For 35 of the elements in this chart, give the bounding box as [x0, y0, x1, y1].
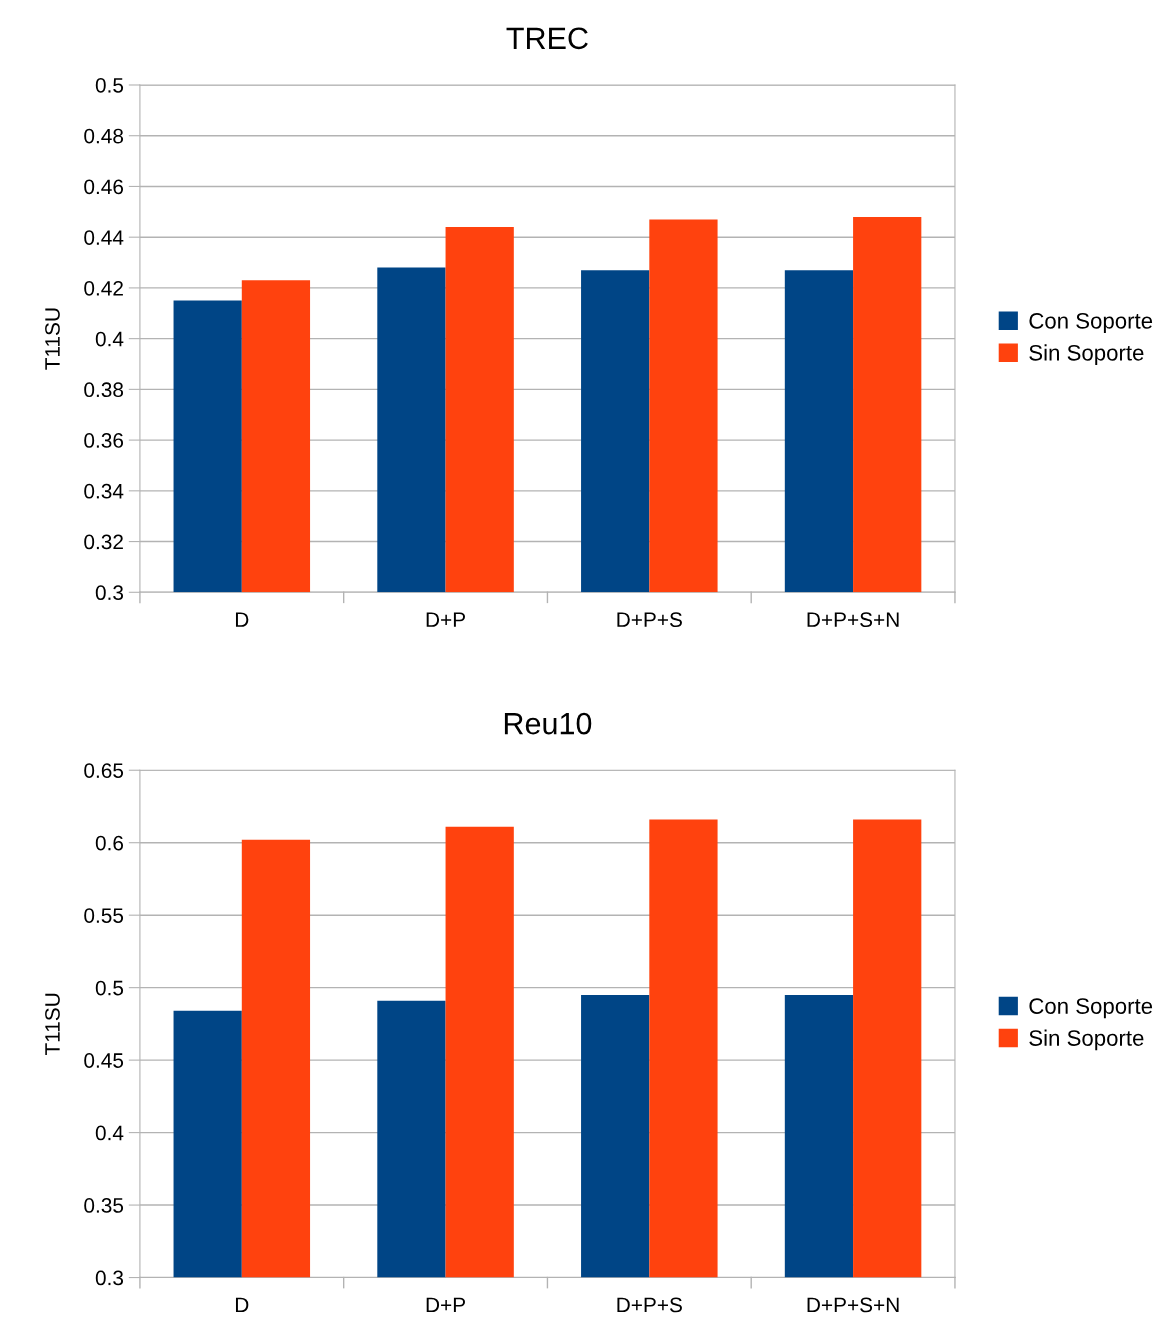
- y-tick-label: 0.5: [95, 980, 124, 996]
- y-tick-label: 0.4: [95, 1125, 124, 1141]
- y-tick-label: 0.55: [84, 908, 124, 923]
- legend-label: Con Soporte: [1029, 312, 1153, 334]
- y-tick-label: 0.38: [84, 382, 124, 398]
- y-tick-label: 0.32: [84, 534, 123, 550]
- x-tick-label: D: [235, 612, 249, 627]
- y-tick-label: 0.5: [95, 77, 124, 93]
- y-tick-label: 0.3: [95, 585, 124, 601]
- x-tick-label: D+P+S+N: [807, 1297, 899, 1313]
- legend-label: Con Soporte: [1029, 998, 1153, 1019]
- chart-title: Reu10: [504, 712, 592, 735]
- legend-label: Sin Soporte: [1029, 344, 1144, 366]
- x-tick-label: D+P+S+N: [807, 612, 899, 628]
- y-tick-label: 0.4: [95, 331, 124, 347]
- chart-title: TREC: [506, 27, 588, 50]
- y-tick-label: 0.42: [84, 280, 123, 296]
- y-tick-label: 0.35: [84, 1198, 124, 1213]
- y-axis-title: T11SU: [45, 993, 60, 1056]
- x-tick-label: D+P+S: [617, 1297, 682, 1313]
- y-tick-label: 0.44: [84, 230, 124, 245]
- y-tick-label: 0.34: [84, 483, 124, 499]
- y-axis-title: T11SU: [45, 308, 60, 370]
- y-tick-label: 0.65: [84, 763, 124, 778]
- x-tick-label: D: [235, 1297, 249, 1313]
- y-tick-label: 0.6: [95, 835, 124, 851]
- y-tick-label: 0.48: [84, 128, 124, 144]
- x-tick-label: D+P+S: [617, 612, 682, 628]
- x-tick-label: D+P: [426, 612, 466, 627]
- legend-label: Sin Soporte: [1029, 1029, 1144, 1051]
- y-tick-label: 0.36: [84, 433, 124, 448]
- x-tick-label: D+P: [426, 1297, 466, 1313]
- y-tick-label: 0.3: [95, 1270, 124, 1286]
- y-tick-label: 0.45: [84, 1053, 124, 1068]
- y-tick-label: 0.46: [84, 179, 124, 195]
